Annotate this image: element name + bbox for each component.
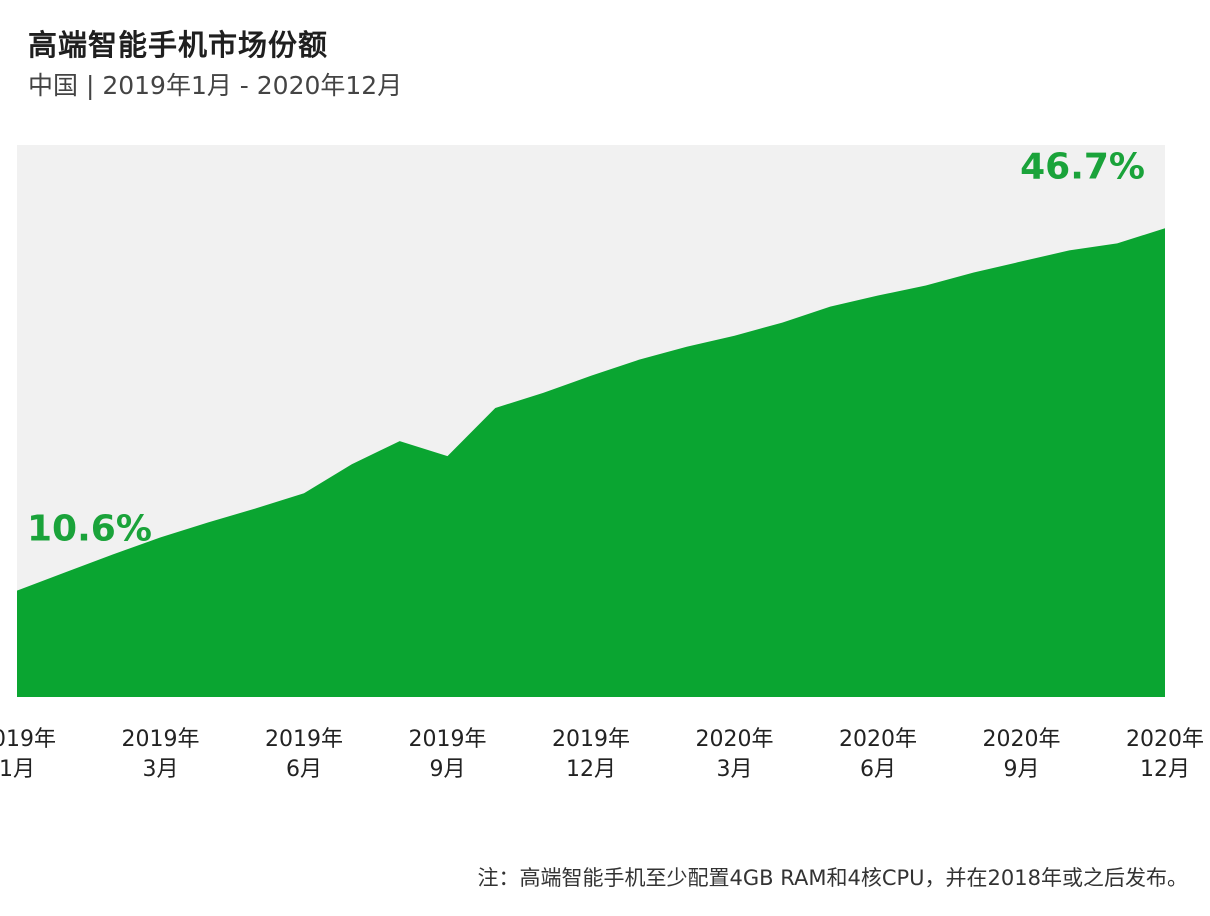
chart-subtitle: 中国 | 2019年1月 - 2020年12月 [28,71,403,100]
chart-footnote: 注：高端智能手机至少配置4GB RAM和4核CPU，并在2018年或之后发布。 [477,866,1188,890]
chart-title: 高端智能手机市场份额 [28,28,329,62]
x-tick-label-8: 2020年 9月 [983,727,1061,782]
x-tick-label-9: 2020年 12月 [1126,727,1204,782]
x-tick-label-7: 2020年 6月 [839,727,917,782]
data-label-start: 10.6% [27,509,152,550]
x-tick-label-2: 2019年 3月 [122,727,200,782]
market-share-area [17,228,1165,698]
x-tick-label-4: 2019年 9月 [409,727,487,782]
x-tick-label-3: 2019年 6月 [265,727,343,782]
x-tick-label-5: 2019年 12月 [552,727,630,782]
x-tick-label-1: 2019年1月 [0,727,56,782]
data-label-end: 46.7% [1020,146,1145,187]
x-tick-label-6: 2020年 3月 [696,727,774,782]
